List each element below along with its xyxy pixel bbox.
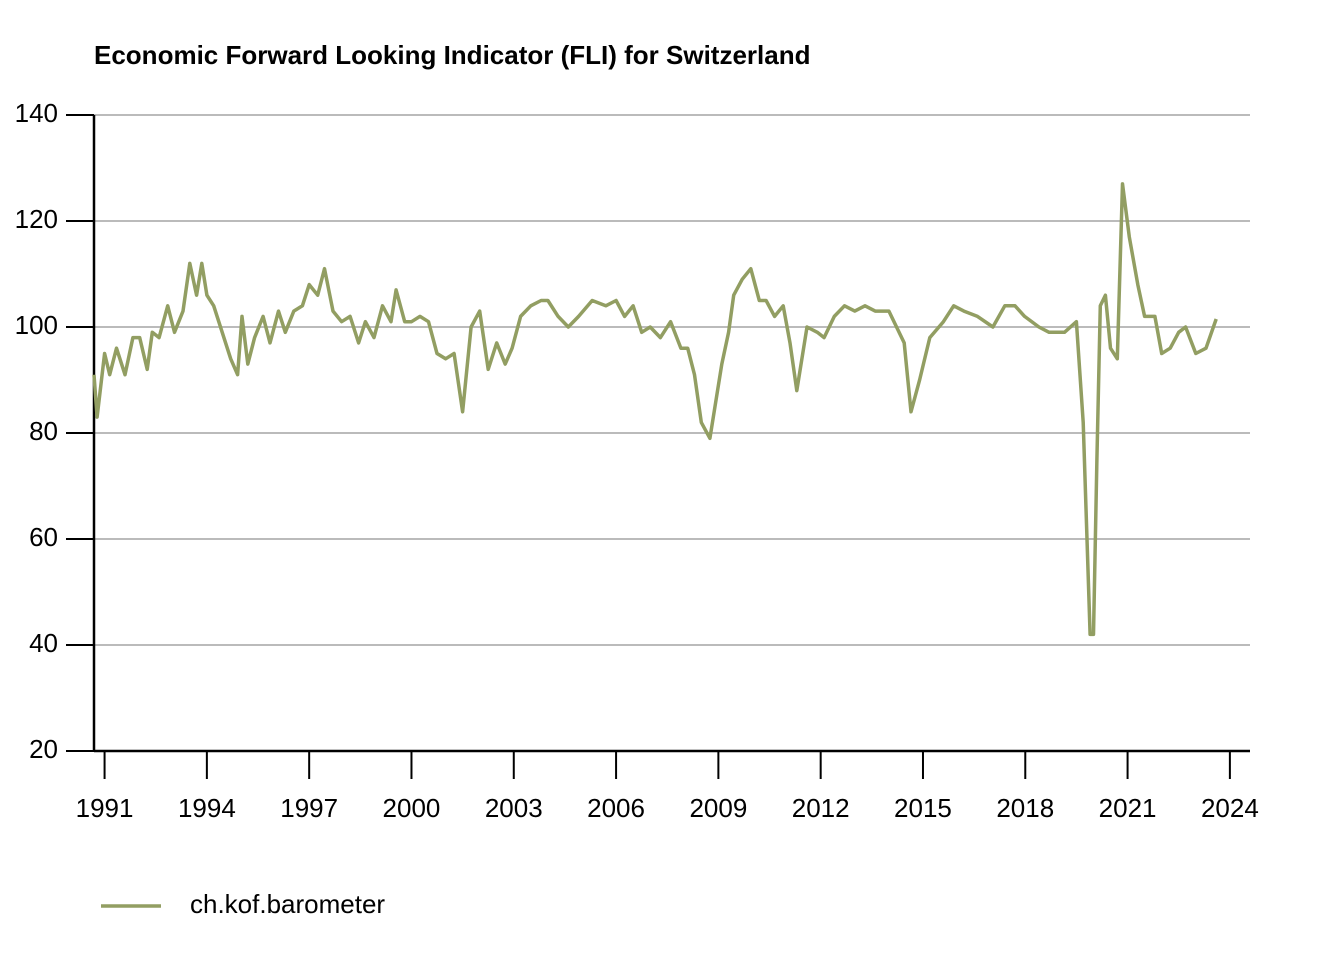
y-tick-label: 60 [29, 522, 58, 552]
x-tick-label: 2009 [689, 793, 747, 823]
y-tick-label: 80 [29, 416, 58, 446]
chart-title: Economic Forward Looking Indicator (FLI)… [94, 40, 810, 70]
x-tick-label: 2006 [587, 793, 645, 823]
legend-label: ch.kof.barometer [190, 889, 385, 919]
x-tick-label: 1991 [76, 793, 134, 823]
x-tick-label: 1997 [280, 793, 338, 823]
x-tick-label: 2018 [996, 793, 1054, 823]
x-tick-label: 2021 [1099, 793, 1157, 823]
x-tick-label: 2012 [792, 793, 850, 823]
y-tick-label: 40 [29, 628, 58, 658]
x-tick-label: 2024 [1201, 793, 1259, 823]
y-tick-label: 120 [15, 204, 58, 234]
x-tick-label: 1994 [178, 793, 236, 823]
y-tick-label: 100 [15, 310, 58, 340]
series-line [92, 182, 1218, 637]
x-tick-label: 2000 [383, 793, 441, 823]
y-tick-label: 20 [29, 734, 58, 764]
x-tick-label: 2003 [485, 793, 543, 823]
x-tick-label: 2015 [894, 793, 952, 823]
y-tick-label: 140 [15, 98, 58, 128]
